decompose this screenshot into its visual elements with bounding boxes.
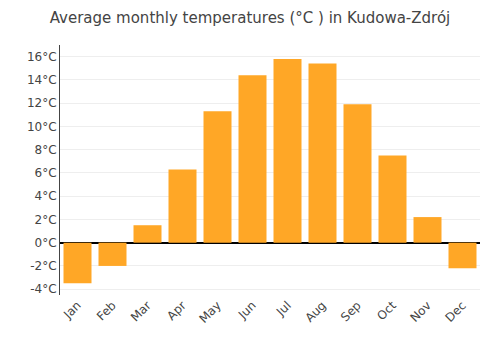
- svg-text:Jun: Jun: [235, 298, 259, 322]
- svg-text:May: May: [196, 298, 223, 325]
- svg-text:12°C: 12°C: [27, 96, 57, 110]
- svg-text:-2°C: -2°C: [30, 259, 56, 273]
- svg-text:Mar: Mar: [128, 298, 154, 324]
- svg-text:Jan: Jan: [60, 298, 84, 322]
- svg-text:0°C: 0°C: [35, 236, 57, 250]
- svg-text:14°C: 14°C: [27, 73, 57, 87]
- svg-text:Average monthly temperatures (: Average monthly temperatures (°C ) in Ku…: [50, 9, 451, 27]
- svg-text:Dec: Dec: [443, 298, 469, 324]
- svg-text:4°C: 4°C: [35, 189, 57, 203]
- svg-text:Sep: Sep: [338, 298, 364, 324]
- svg-text:Jul: Jul: [273, 298, 294, 319]
- svg-text:6°C: 6°C: [35, 166, 57, 180]
- svg-text:Nov: Nov: [407, 298, 433, 324]
- svg-text:-4°C: -4°C: [30, 282, 56, 296]
- svg-text:Feb: Feb: [94, 298, 119, 323]
- svg-text:2°C: 2°C: [35, 213, 57, 227]
- svg-text:8°C: 8°C: [35, 143, 57, 157]
- svg-text:16°C: 16°C: [27, 50, 57, 64]
- svg-text:10°C: 10°C: [27, 120, 57, 134]
- svg-text:Aug: Aug: [302, 298, 328, 324]
- svg-text:Oct: Oct: [374, 298, 399, 323]
- svg-text:Apr: Apr: [164, 298, 189, 323]
